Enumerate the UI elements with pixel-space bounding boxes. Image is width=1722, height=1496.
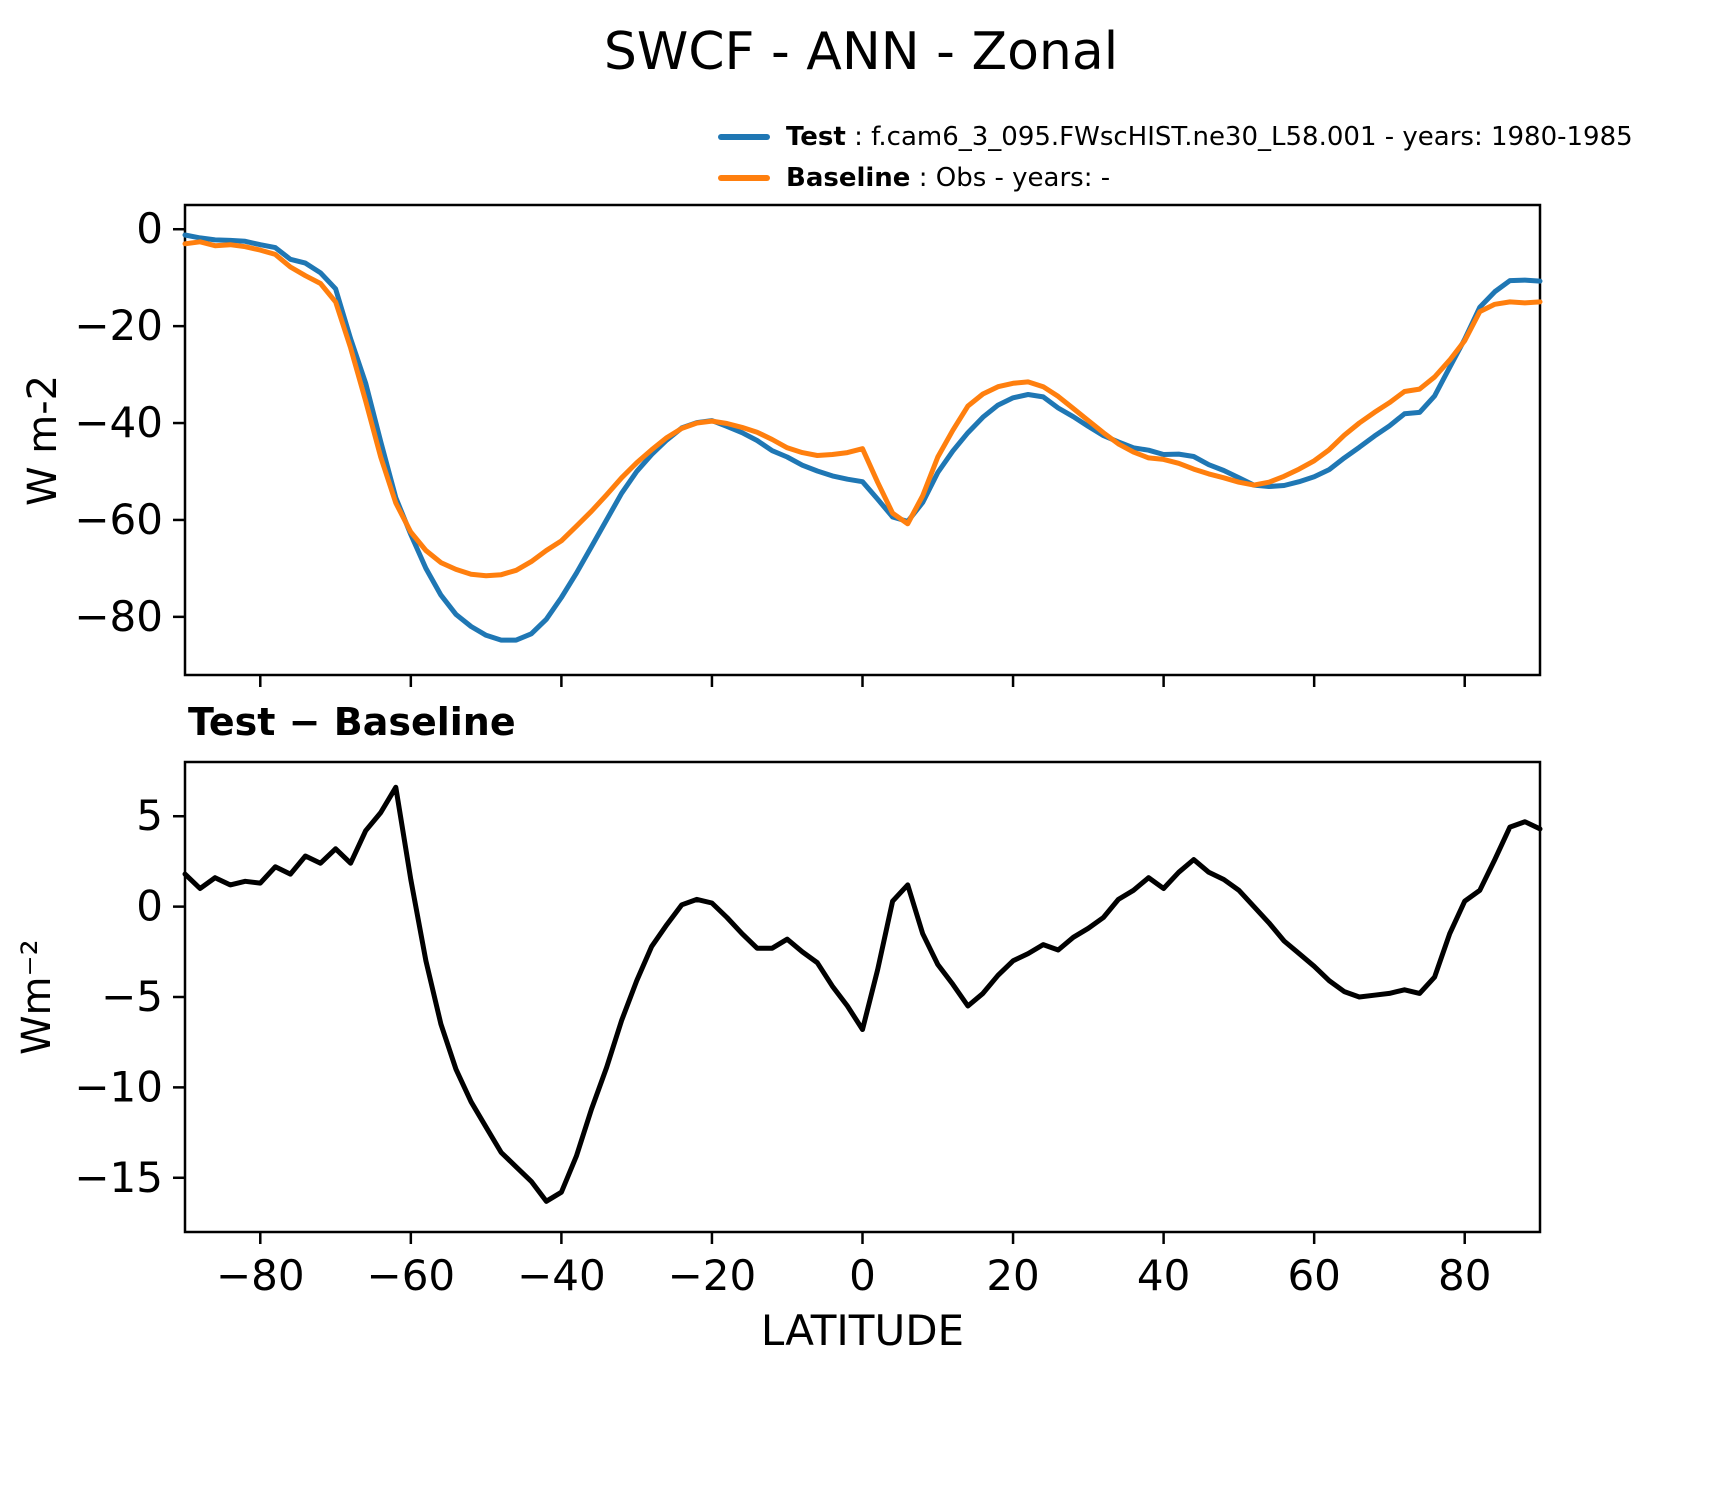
svg-text:0: 0 bbox=[849, 1251, 876, 1300]
legend-test-label: Test : f.cam6_3_095.FWscHIST.ne30_L58.00… bbox=[786, 122, 1633, 152]
svg-text:60: 60 bbox=[1287, 1251, 1340, 1300]
svg-text:−20: −20 bbox=[74, 301, 163, 350]
svg-text:20: 20 bbox=[986, 1251, 1039, 1300]
svg-text:40: 40 bbox=[1137, 1251, 1190, 1300]
svg-text:0: 0 bbox=[136, 882, 163, 931]
legend-test-name: Test bbox=[786, 121, 846, 152]
legend-baseline-label: Baseline : Obs - years: - bbox=[786, 163, 1110, 193]
legend: Test : f.cam6_3_095.FWscHIST.ne30_L58.00… bbox=[718, 116, 1633, 198]
svg-text:−80: −80 bbox=[216, 1251, 305, 1300]
test-line-swatch bbox=[718, 133, 770, 140]
legend-baseline-name: Baseline bbox=[786, 162, 911, 193]
legend-baseline-desc: : Obs - years: - bbox=[910, 162, 1111, 193]
svg-text:−40: −40 bbox=[517, 1251, 606, 1300]
svg-text:−20: −20 bbox=[668, 1251, 757, 1300]
baseline-line-swatch bbox=[718, 174, 770, 181]
diff-panel-title: Test − Baseline bbox=[188, 700, 516, 744]
x-axis-label: LATITUDE bbox=[760, 1306, 965, 1355]
svg-text:−15: −15 bbox=[74, 1153, 163, 1202]
svg-text:−60: −60 bbox=[74, 495, 163, 544]
svg-text:0: 0 bbox=[136, 204, 163, 253]
svg-text:−80: −80 bbox=[74, 592, 163, 641]
figure-title: SWCF - ANN - Zonal bbox=[603, 22, 1119, 82]
svg-text:−5: −5 bbox=[101, 972, 163, 1021]
svg-text:80: 80 bbox=[1438, 1251, 1491, 1300]
svg-text:5: 5 bbox=[136, 791, 163, 840]
svg-text:−10: −10 bbox=[74, 1062, 163, 1111]
legend-test-desc: : f.cam6_3_095.FWscHIST.ne30_L58.001 - y… bbox=[845, 121, 1633, 152]
svg-text:−40: −40 bbox=[74, 398, 163, 447]
svg-text:−60: −60 bbox=[367, 1251, 456, 1300]
legend-item-baseline: Baseline : Obs - years: - bbox=[718, 157, 1633, 198]
legend-item-test: Test : f.cam6_3_095.FWscHIST.ne30_L58.00… bbox=[718, 116, 1633, 157]
